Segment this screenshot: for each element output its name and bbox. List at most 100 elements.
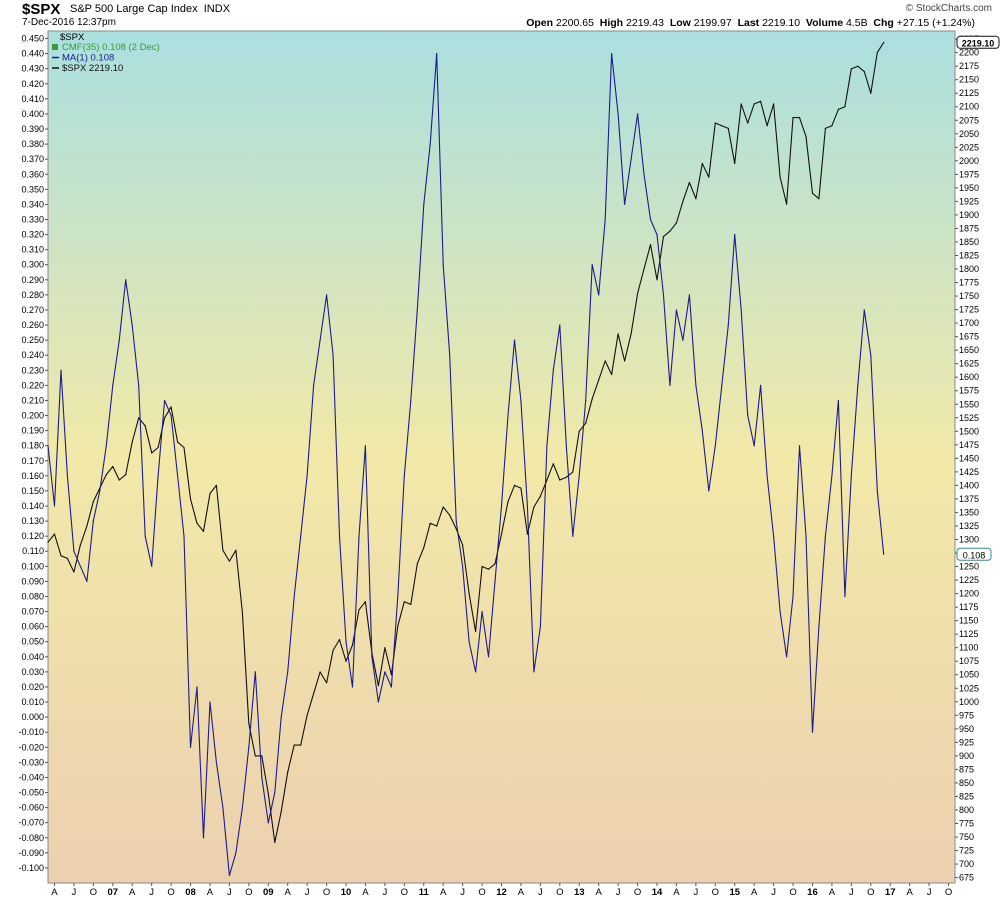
- cmf-point: [682, 339, 684, 341]
- x-tick-label: A: [751, 887, 758, 898]
- cmf-point: [760, 384, 762, 386]
- cmf-point: [92, 520, 94, 522]
- spx-point: [572, 471, 574, 473]
- cmf-point: [811, 731, 814, 733]
- cmf-point: [351, 686, 354, 688]
- cmf-point: [416, 309, 418, 311]
- right-tick-label: 1650: [959, 345, 979, 355]
- spx-point: [423, 547, 425, 549]
- spx-price-line: [47, 42, 885, 843]
- right-tick-label: 1800: [959, 264, 979, 274]
- brand-watermark: © StockCharts.com: [905, 3, 992, 14]
- left-tick-label: 0.040: [21, 652, 44, 662]
- cmf-point: [254, 671, 256, 673]
- spx-point: [209, 492, 211, 495]
- right-tick-label: 750: [959, 832, 974, 842]
- spx-point: [695, 198, 697, 200]
- spx-point: [526, 533, 529, 535]
- cmf-point: [475, 671, 477, 673]
- cmf-point: [598, 294, 600, 296]
- spx-point: [131, 441, 133, 443]
- spx-point: [779, 176, 781, 178]
- cmf-point: [727, 324, 729, 326]
- left-tick-label: 0.370: [21, 154, 44, 164]
- right-tick-label: 1750: [959, 291, 979, 301]
- spx-point: [47, 541, 49, 543]
- spx-point: [274, 841, 276, 844]
- spx-point: [682, 200, 684, 202]
- cmf-point: [326, 294, 328, 296]
- right-tick-label: 2150: [959, 75, 979, 85]
- x-tick-label: O: [945, 887, 952, 898]
- x-tick-label: O: [712, 887, 719, 898]
- left-tick-label: -0.080: [18, 833, 44, 843]
- right-tick-label: 775: [959, 818, 974, 828]
- right-tick-label: 975: [959, 710, 974, 720]
- left-tick-label: 0.020: [21, 682, 44, 692]
- spx-point: [850, 68, 852, 70]
- cmf-point: [53, 505, 56, 507]
- right-tick-label: 1850: [959, 237, 979, 247]
- left-tick-label: 0.240: [21, 350, 44, 360]
- spx-point: [520, 487, 522, 489]
- cmf-point: [585, 399, 587, 402]
- left-tick-label: 0.150: [21, 486, 44, 496]
- cmf-point: [86, 580, 88, 583]
- x-tick-label: J: [149, 887, 154, 898]
- plot-background: [47, 30, 956, 884]
- left-tick-label: -0.100: [18, 863, 44, 873]
- cmf-point: [617, 113, 619, 115]
- x-tick-label: J: [693, 887, 698, 898]
- cmf-point: [546, 445, 548, 447]
- x-tick-label: O: [245, 887, 252, 898]
- spx-point: [293, 744, 295, 746]
- cmf-point: [552, 369, 554, 371]
- left-tick-label: 0.230: [21, 365, 44, 375]
- x-tick-label: A: [596, 887, 603, 898]
- cmf-point: [60, 369, 62, 371]
- spx-point: [883, 41, 885, 44]
- right-tick-label: 1425: [959, 467, 979, 477]
- spx-point: [462, 544, 464, 546]
- cmf-point: [695, 384, 697, 386]
- x-tick-label: J: [849, 887, 854, 898]
- cmf-point: [513, 339, 516, 341]
- cmf-point: [293, 595, 295, 598]
- spx-point: [287, 771, 289, 773]
- x-tick-label: O: [556, 887, 563, 898]
- right-tick-label: 1450: [959, 453, 979, 463]
- x-tick-label: J: [305, 887, 310, 898]
- cmf-point: [429, 143, 431, 145]
- spx-point: [66, 557, 68, 560]
- legend-ticker: $SPX: [60, 32, 85, 43]
- cmf-point: [151, 565, 153, 567]
- spx-point: [468, 593, 470, 595]
- x-tick-label: O: [167, 887, 174, 898]
- x-tick-label: A: [906, 887, 913, 898]
- spx-point: [701, 162, 703, 165]
- left-tick-label: 0.400: [21, 109, 44, 119]
- cmf-point: [313, 384, 315, 386]
- cmf-point: [215, 761, 217, 764]
- spx-point: [183, 446, 185, 449]
- spx-point: [189, 498, 192, 500]
- cmf-point: [481, 611, 483, 613]
- x-tick-label: J: [72, 887, 77, 898]
- right-tick-label: 1225: [959, 575, 979, 585]
- cmf-point: [138, 384, 140, 386]
- cmf-point: [358, 535, 360, 537]
- cmf-point: [170, 414, 172, 417]
- spx-point: [844, 106, 846, 108]
- cmf-point: [753, 445, 755, 447]
- left-tick-label: -0.090: [18, 848, 44, 858]
- cmf-point: [177, 475, 179, 477]
- spx-point: [436, 525, 438, 527]
- spx-point: [241, 611, 243, 614]
- price-badge-label: 2219.10: [962, 38, 995, 48]
- cmf-point: [643, 173, 645, 175]
- right-tick-label: 1925: [959, 196, 979, 206]
- cmf-point: [624, 203, 626, 205]
- left-tick-label: 0.090: [21, 576, 44, 586]
- right-tick-label: 1150: [959, 616, 978, 626]
